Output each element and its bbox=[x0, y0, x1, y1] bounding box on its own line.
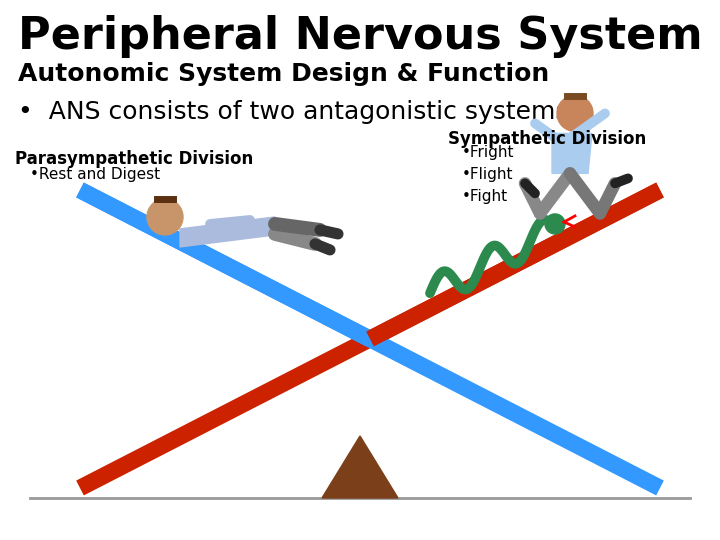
Text: •Flight: •Flight bbox=[462, 167, 513, 182]
Text: •  ANS consists of two antagonistic systems: • ANS consists of two antagonistic syste… bbox=[18, 100, 569, 124]
Text: •Rest and Digest: •Rest and Digest bbox=[30, 167, 160, 182]
Text: •Fright: •Fright bbox=[462, 145, 515, 160]
Text: Autonomic System Design & Function: Autonomic System Design & Function bbox=[18, 62, 549, 86]
Polygon shape bbox=[552, 133, 592, 173]
Circle shape bbox=[545, 214, 565, 234]
Polygon shape bbox=[180, 217, 275, 247]
Circle shape bbox=[147, 199, 183, 235]
Text: •Fight: •Fight bbox=[462, 189, 508, 204]
Circle shape bbox=[557, 96, 593, 131]
Polygon shape bbox=[322, 436, 398, 498]
Text: Sympathetic Division: Sympathetic Division bbox=[448, 130, 647, 148]
Text: Parasympathetic Division: Parasympathetic Division bbox=[15, 150, 253, 168]
Text: Peripheral Nervous System: Peripheral Nervous System bbox=[18, 15, 703, 58]
